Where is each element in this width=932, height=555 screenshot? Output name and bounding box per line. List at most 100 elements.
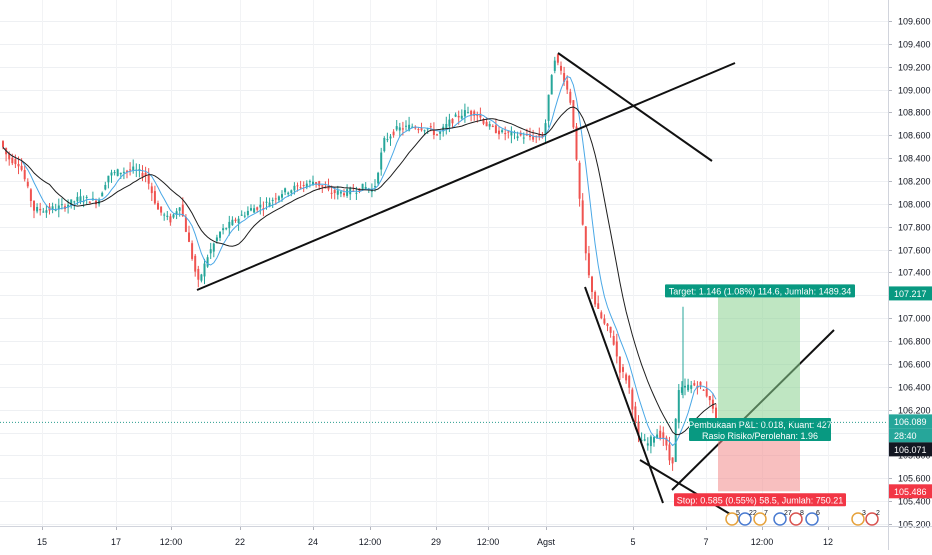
stop-price-label: 105.486 [894, 487, 927, 497]
candle-body [383, 137, 386, 152]
y-tick-label: 106.400 [898, 383, 931, 393]
candle-body [491, 125, 494, 127]
last-price-label: 106.089 [894, 417, 927, 427]
candle-body [699, 381, 702, 386]
candle-body [256, 207, 259, 210]
candle-body [454, 114, 457, 117]
candle-body [414, 127, 417, 129]
candle-body [463, 110, 466, 117]
candle-body [494, 125, 497, 133]
candle-body [485, 121, 488, 127]
candle-body [708, 395, 711, 401]
candle-body [57, 205, 60, 210]
candle-body [29, 189, 32, 201]
candle-body [457, 115, 460, 118]
trendline[interactable] [584, 286, 664, 504]
candle-body [569, 91, 572, 103]
trendline[interactable] [639, 459, 736, 518]
candle-body [172, 214, 175, 218]
stop-label[interactable]: Stop: 0.585 (0.55%) 58.5, Jumlah: 750.21 [674, 493, 846, 507]
candle-body [501, 130, 504, 133]
event-marker[interactable]: 7 [753, 510, 768, 526]
event-marker[interactable]: 3 [851, 510, 866, 526]
candle-body [277, 196, 280, 201]
y-tick-label: 105.400 [898, 497, 931, 507]
candle-body [507, 131, 510, 133]
candle-body [547, 94, 550, 121]
candle-body [401, 128, 404, 130]
candle-body [250, 208, 252, 211]
candle-body [327, 186, 330, 190]
candle-body [581, 200, 584, 225]
candle-body [550, 75, 553, 95]
x-tick-label: 17 [111, 537, 121, 547]
y-tick-label: 109.400 [898, 40, 931, 50]
event-flag-icon [789, 512, 803, 526]
current-price-label-bg [889, 442, 932, 457]
candle-body [637, 421, 640, 436]
candle-body [612, 336, 615, 345]
candle-body [488, 124, 491, 127]
candle-body [119, 172, 122, 175]
candle-body [194, 255, 197, 272]
event-flag-icon [753, 512, 767, 526]
event-marker[interactable]: 22 [738, 510, 757, 526]
y-tick-label: 106.200 [898, 406, 931, 416]
candle-body [157, 203, 159, 210]
position-tool[interactable]: Target: 1.146 (1.08%) 114.6, Jumlah: 148… [0, 284, 888, 507]
candle-body [79, 196, 82, 203]
event-marker[interactable]: 27 [773, 510, 792, 526]
x-tick-label: 12 [823, 537, 833, 547]
event-marker[interactable]: 5 [725, 510, 740, 526]
y-tick-label: 109.000 [898, 86, 931, 96]
candle-body [423, 130, 426, 132]
trendlines[interactable] [196, 52, 835, 518]
candle-body [336, 190, 339, 195]
event-marker[interactable]: 6 [805, 510, 820, 526]
candle-body [144, 172, 147, 176]
event-marker-count: 6 [816, 510, 820, 517]
candle-body [408, 124, 411, 131]
event-marker[interactable]: 8 [789, 510, 804, 526]
candle-body [522, 137, 525, 139]
candle-body [364, 186, 367, 190]
candle-body [702, 389, 705, 391]
candle-body [556, 54, 559, 63]
candle-body [656, 434, 659, 439]
candle-body [33, 200, 35, 211]
candle-body [572, 100, 575, 128]
candle-body [39, 208, 42, 211]
x-tick-label: Agst [537, 537, 556, 547]
candle-body [432, 129, 435, 135]
candle-body [290, 190, 293, 193]
candle-body [240, 214, 243, 216]
target-label[interactable]: Target: 1.146 (1.08%) 114.6, Jumlah: 148… [665, 284, 855, 298]
candle-body [395, 126, 398, 130]
candle-body [305, 183, 308, 188]
ma-slow-line [2, 106, 717, 436]
pnl-label-text: Rasio Risiko/Perolehan: 1.96 [702, 431, 818, 441]
candle-body [448, 119, 451, 127]
candle-body [126, 170, 128, 172]
candle-body [541, 135, 544, 138]
candle-body [268, 202, 271, 207]
event-flag-icon [773, 512, 787, 526]
event-markers[interactable]: 5 22 7 27 8 6 3 2 [725, 510, 880, 526]
target-label-bg [665, 284, 855, 298]
candle-body [544, 123, 547, 136]
trendline[interactable] [196, 62, 736, 291]
candle-body [339, 191, 342, 194]
event-marker[interactable]: 2 [865, 510, 880, 526]
y-tick-label: 108.400 [898, 154, 931, 164]
candle-body [104, 185, 107, 190]
x-tick-label: 22 [235, 537, 245, 547]
candle-body [606, 323, 609, 327]
y-tick-label: 108.200 [898, 177, 931, 187]
trendline[interactable] [557, 52, 713, 162]
event-marker-count: 5 [736, 510, 740, 517]
candle-body [184, 217, 187, 232]
candle-body [386, 139, 389, 141]
